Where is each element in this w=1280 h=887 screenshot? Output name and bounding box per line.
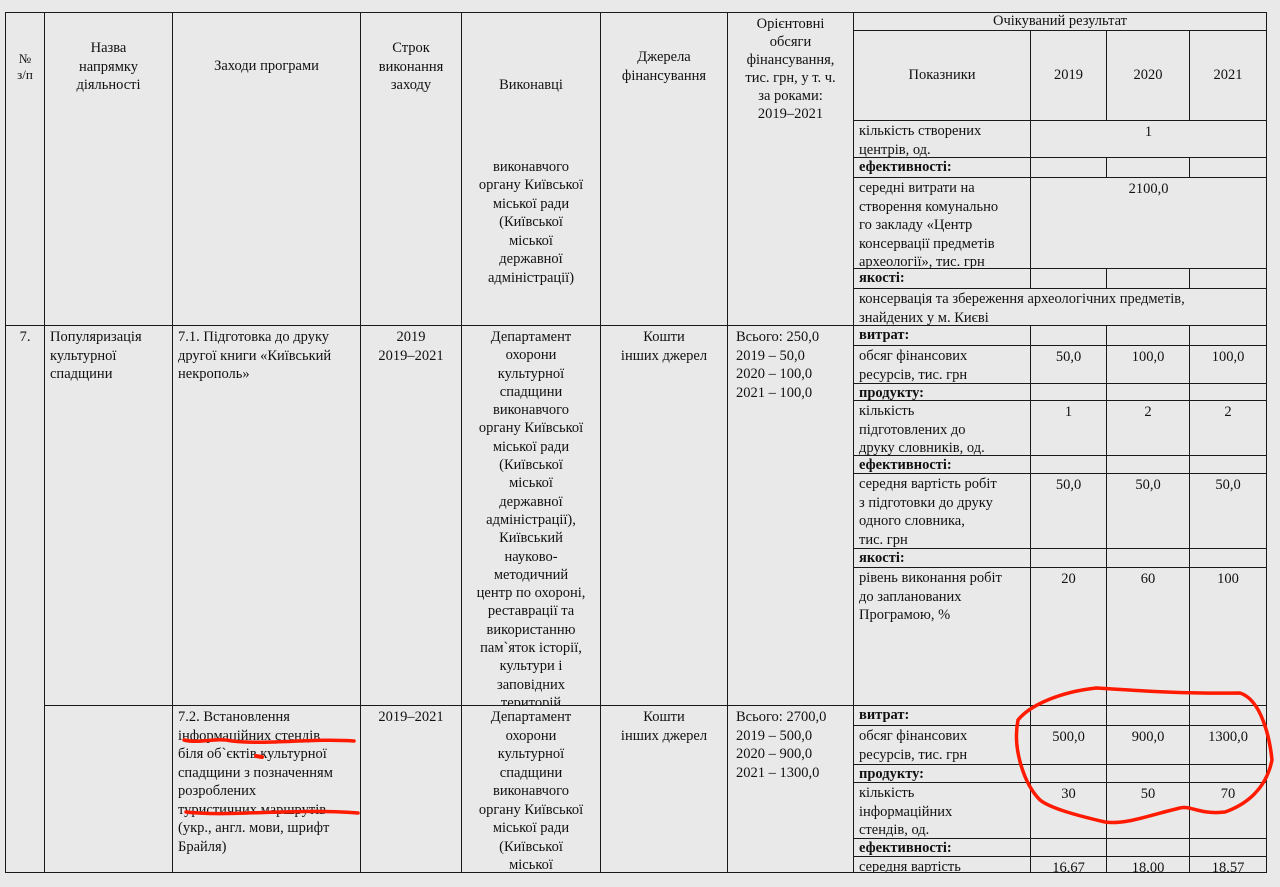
indicator-value-2020: 2 xyxy=(1106,400,1190,456)
indicator-label: кількість підготовлених до друку словник… xyxy=(853,400,1031,456)
indicator-value-2019: 50,0 xyxy=(1030,345,1107,384)
measure-7-1: 7.1. Підготовка до друку другої книги «К… xyxy=(172,325,361,706)
indicator-group-label: продукту: xyxy=(853,383,1031,401)
empty-cell xyxy=(1030,455,1107,474)
header-indicators: Показники xyxy=(853,30,1031,121)
section-direction-continued xyxy=(44,705,173,873)
empty-cell xyxy=(1030,268,1107,289)
empty-cell xyxy=(1106,764,1190,783)
empty-cell xyxy=(1106,455,1190,474)
indicator-label: обсяг фінансових ресурсів, тис. грн xyxy=(853,345,1031,384)
empty-cell xyxy=(1106,838,1190,857)
indicator-value-2019: 30 xyxy=(1030,782,1107,839)
empty-cell xyxy=(1106,705,1190,726)
indicator-value-2021: 100,0 xyxy=(1189,345,1267,384)
indicator-label: рівень виконання робіт до запланованих П… xyxy=(853,567,1031,706)
indicator-value-2019: 20 xyxy=(1030,567,1107,706)
empty-cell xyxy=(1030,325,1107,346)
header-year-2020: 2020 xyxy=(1106,30,1190,121)
indicator-group-label: якості: xyxy=(853,548,1031,568)
indicator-label: обсяг фінансових ресурсів, тис. грн xyxy=(853,725,1031,765)
empty-cell xyxy=(1030,383,1107,401)
empty-cell xyxy=(1030,157,1107,178)
indicator-group-label: продукту: xyxy=(853,764,1031,783)
empty-cell xyxy=(1189,548,1267,568)
empty-cell xyxy=(1106,325,1190,346)
indicator-group-label: ефективності: xyxy=(853,157,1031,178)
empty-cell xyxy=(1106,548,1190,568)
indicator-value-2021: 100 xyxy=(1189,567,1267,706)
empty-cell xyxy=(1189,838,1267,857)
source-7-1: Кошти інших джерел xyxy=(600,325,728,706)
indicator-value-2020: 100,0 xyxy=(1106,345,1190,384)
indicator-label: середня вартість робіт з підготовки до д… xyxy=(853,473,1031,549)
empty-cell xyxy=(1189,764,1267,783)
indicator-value-2019: 1 xyxy=(1030,400,1107,456)
empty-cell xyxy=(1189,325,1267,346)
executors-continuation: виконавчого органу Київської міської рад… xyxy=(478,158,584,286)
empty-cell xyxy=(1030,705,1107,726)
term-7-2: 2019–2021 xyxy=(360,705,462,873)
indicator-label: середня вартість xyxy=(853,856,1031,873)
header-sources: Джерела фінансування xyxy=(600,12,728,326)
term-7-1: 2019 2019–2021 xyxy=(360,325,462,706)
measure-7-2: 7.2. Встановлення інформаційних стендів … xyxy=(172,705,361,873)
header-term: Строк виконання заходу xyxy=(360,12,462,326)
indicator-value-2020: 60 xyxy=(1106,567,1190,706)
executors-7-1: Департамент охорони культурної спадщини … xyxy=(461,325,601,706)
indicator-group-label: витрат: xyxy=(853,705,1031,726)
header-executors-label: Виконавці xyxy=(499,76,563,93)
empty-cell xyxy=(1189,455,1267,474)
header-funding: Орієнтовні обсяги фінансування, тис. грн… xyxy=(727,12,854,326)
indicator-value-2019: 50,0 xyxy=(1030,473,1107,549)
indicator-value-2021: 2 xyxy=(1189,400,1267,456)
header-num: № з/п xyxy=(5,12,45,326)
empty-cell xyxy=(1106,383,1190,401)
indicator-value-2021: 1300,0 xyxy=(1189,725,1267,765)
indicator-value-2020: 900,0 xyxy=(1106,725,1190,765)
indicator-merged-value: 1 xyxy=(1030,120,1267,158)
indicator-group-label: ефективності: xyxy=(853,838,1031,857)
header-year-2019: 2019 xyxy=(1030,30,1107,121)
indicator-value-2020: 50 xyxy=(1106,782,1190,839)
indicator-value-2021: 50,0 xyxy=(1189,473,1267,549)
empty-cell xyxy=(1189,383,1267,401)
indicator-label: кількість інформаційних стендів, од. xyxy=(853,782,1031,839)
section-number: 7. xyxy=(5,325,45,873)
header-direction: Назва напрямку діяльності xyxy=(44,12,173,326)
empty-cell xyxy=(1189,268,1267,289)
empty-cell xyxy=(1030,548,1107,568)
indicator-value-2019: 16,67 xyxy=(1030,856,1107,873)
indicator-value-2020: 50,0 xyxy=(1106,473,1190,549)
indicator-group-label: витрат: xyxy=(853,325,1031,346)
header-measures: Заходи програми xyxy=(172,12,361,326)
indicator-merged-value: 2100,0 xyxy=(1030,177,1267,269)
empty-cell xyxy=(1189,705,1267,726)
section-direction: Популяризація культурної спадщини xyxy=(44,325,173,706)
indicator-value-2020: 18,00 xyxy=(1106,856,1190,873)
indicator-merged-row: консервація та збереження археологічних … xyxy=(853,288,1267,326)
empty-cell xyxy=(1030,764,1107,783)
indicator-label: кількість створених центрів, од. xyxy=(853,120,1031,158)
source-7-2: Кошти інших джерел xyxy=(600,705,728,873)
indicator-value-2021: 70 xyxy=(1189,782,1267,839)
header-executors: Виконавці виконавчого органу Київської м… xyxy=(461,12,601,326)
header-expected-result: Очікуваний результат xyxy=(853,12,1267,31)
executors-7-2: Департамент охорони культурної спадщини … xyxy=(461,705,601,873)
indicator-label: середні витрати на створення комунально … xyxy=(853,177,1031,269)
indicator-value-2021: 18,57 xyxy=(1189,856,1267,873)
indicator-value-2019: 500,0 xyxy=(1030,725,1107,765)
header-year-2021: 2021 xyxy=(1189,30,1267,121)
empty-cell xyxy=(1189,157,1267,178)
empty-cell xyxy=(1106,157,1190,178)
funding-7-2: Всього: 2700,0 2019 – 500,0 2020 – 900,0… xyxy=(727,705,854,873)
indicator-group-label: ефективності: xyxy=(853,455,1031,474)
empty-cell xyxy=(1106,268,1190,289)
empty-cell xyxy=(1030,838,1107,857)
indicator-group-label: якості: xyxy=(853,268,1031,289)
funding-7-1: Всього: 250,0 2019 – 50,0 2020 – 100,0 2… xyxy=(727,325,854,706)
